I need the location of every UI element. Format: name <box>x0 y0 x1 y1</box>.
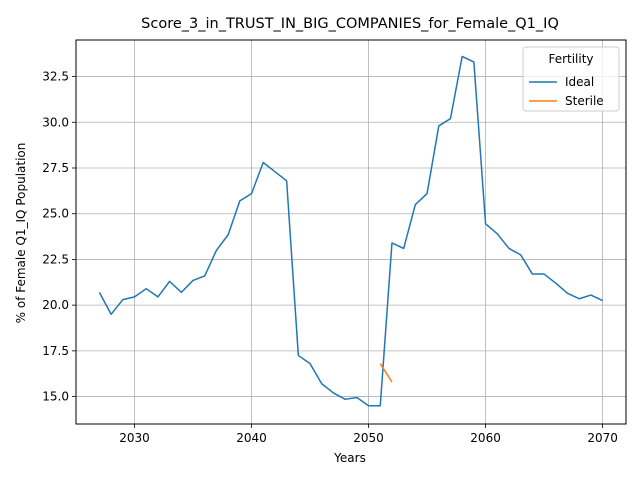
y-tick-label: 27.5 <box>42 161 69 175</box>
y-tick-label: 17.5 <box>42 344 69 358</box>
legend-box <box>522 46 620 112</box>
y-axis: 15.0 17.5 20.0 22.5 25.0 27.5 30.0 32.5 <box>42 70 76 404</box>
x-axis: 2030 2040 2050 2060 2070 <box>119 424 618 445</box>
x-tick-label: 2050 <box>353 431 384 445</box>
x-axis-label: Years <box>333 451 366 465</box>
legend-title: Fertility <box>548 52 593 66</box>
y-tick-label: 32.5 <box>42 70 69 84</box>
y-tick-label: 20.0 <box>42 298 69 312</box>
y-tick-label: 22.5 <box>42 252 69 266</box>
plot-frame <box>75 39 627 425</box>
legend: Fertility Ideal Sterile <box>522 46 620 112</box>
series-line-ideal <box>98 55 603 407</box>
grid <box>76 40 626 424</box>
y-tick-label: 15.0 <box>42 390 69 404</box>
x-tick-label: 2070 <box>587 431 618 445</box>
legend-items: Ideal Sterile <box>529 75 604 108</box>
x-tick-label: 2060 <box>470 431 501 445</box>
x-tick-label: 2040 <box>236 431 267 445</box>
y-tick-label: 30.0 <box>42 115 69 129</box>
chart-title: Score_3_in_TRUST_IN_BIG_COMPANIES_for_Fe… <box>141 16 559 32</box>
series-line-sterile <box>379 363 393 383</box>
legend-label-sterile: Sterile <box>565 94 604 108</box>
legend-label-ideal: Ideal <box>565 75 594 89</box>
y-axis-label: % of Female Q1_IQ Population <box>14 143 28 324</box>
series-lines <box>98 55 603 407</box>
x-tick-label: 2030 <box>119 431 150 445</box>
y-tick-label: 25.0 <box>42 207 69 221</box>
